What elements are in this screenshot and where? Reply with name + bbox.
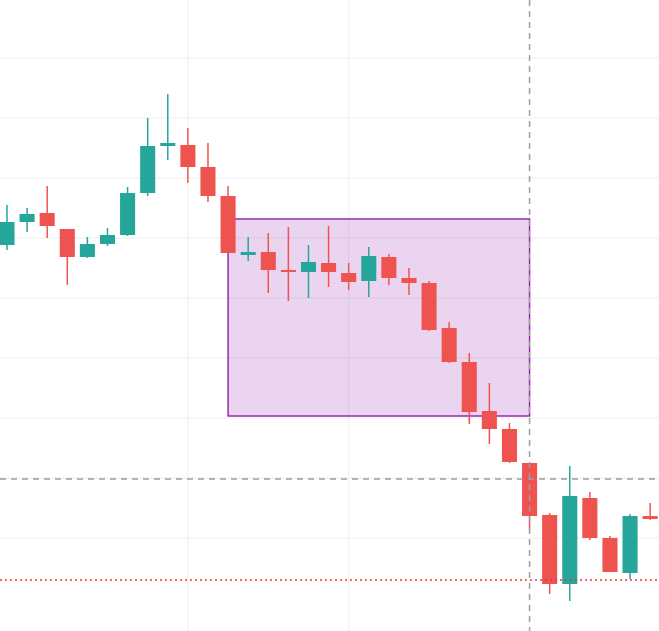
rectangle-annotation [227,218,531,417]
candle-body [260,252,276,270]
candle-body [140,146,156,193]
candle-body [421,283,437,330]
candle-body [401,278,417,283]
candle-body [542,515,558,584]
candle-body [361,256,377,281]
candle-body [441,328,457,362]
candle-body [642,516,658,519]
candle-body [79,244,95,257]
candle-body [0,222,15,245]
candle-body [602,538,618,572]
candle-body [19,214,35,222]
candle-body [501,429,518,462]
candle-body [321,263,337,272]
candle-body [280,270,296,272]
candle-body [240,252,256,255]
candle-body [582,498,598,538]
candle-body [160,143,176,146]
candle-body [120,193,136,235]
candle-body [381,257,397,278]
candle-body [461,362,477,412]
candle-body [481,411,497,429]
candle-body [300,262,317,272]
candle-body [562,496,578,584]
candle-body [341,273,357,282]
candle-body [39,213,55,226]
candle-body [200,167,216,196]
candle-body [180,145,196,167]
candle-body [59,229,75,257]
candle-body [99,235,116,244]
candle-body [220,196,236,253]
candle-body [622,516,638,573]
